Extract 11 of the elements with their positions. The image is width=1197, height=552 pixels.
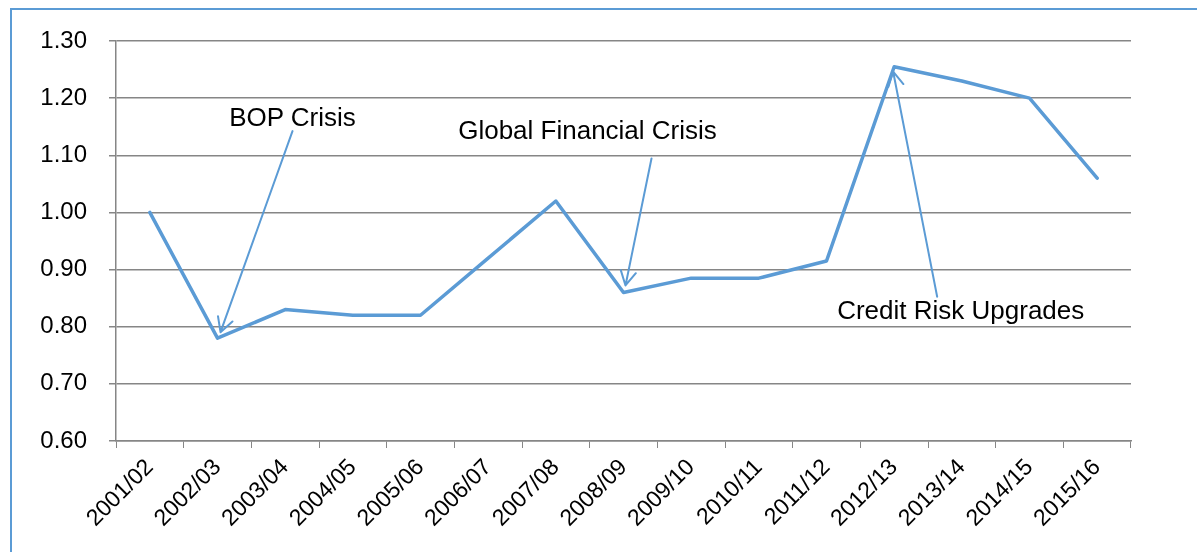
y-tick-label: 1.30 xyxy=(40,25,87,53)
y-tick-label: 0.90 xyxy=(40,254,87,282)
y-tick-label: 0.70 xyxy=(40,368,87,396)
y-tick-label: 1.00 xyxy=(40,197,87,225)
annotation: Global Financial Crisis xyxy=(458,114,717,145)
annotation: Credit Risk Upgrades xyxy=(837,294,1085,325)
y-tick-label: 1.10 xyxy=(40,139,87,167)
annotation: BOP Crisis xyxy=(229,102,356,133)
y-tick-label: 1.20 xyxy=(40,82,87,110)
y-tick-label: 0.60 xyxy=(40,425,87,453)
y-tick-label: 0.80 xyxy=(40,311,87,339)
